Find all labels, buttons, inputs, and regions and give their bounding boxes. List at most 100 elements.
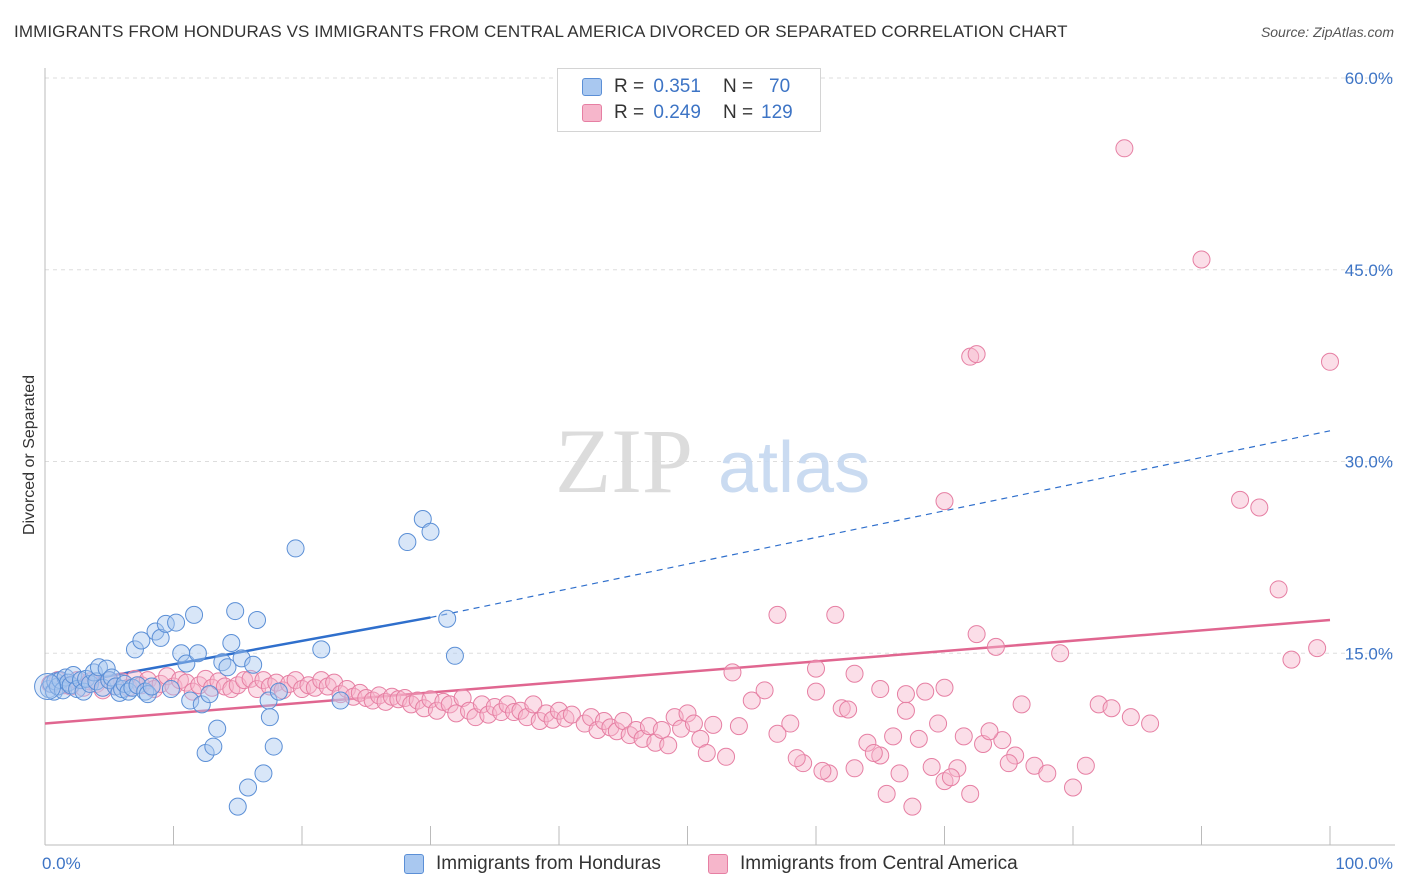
honduras-point — [204, 737, 223, 756]
legend-n-label: N = — [722, 102, 754, 123]
honduras-point — [226, 602, 245, 621]
honduras-point — [125, 640, 144, 659]
x-tick-label: 0.0% — [42, 854, 81, 873]
honduras-point — [87, 672, 106, 691]
honduras-point — [196, 743, 215, 762]
legend-row-honduras: R = 0.351 N = 70 — [582, 75, 790, 99]
honduras-point — [185, 605, 204, 624]
watermark-atlas: atlas — [718, 428, 870, 508]
central-america-point — [871, 680, 890, 699]
central-america-point — [954, 727, 973, 746]
honduras-point — [286, 539, 305, 558]
y-tick-label: 15.0% — [1345, 644, 1393, 663]
honduras-point — [151, 628, 170, 647]
central-america-point — [877, 784, 896, 803]
central-america-point — [1231, 490, 1250, 509]
central-america-point — [755, 681, 774, 700]
honduras-point — [248, 611, 267, 630]
honduras-point — [222, 634, 241, 653]
central-america-point — [370, 686, 389, 705]
central-america-point — [1115, 139, 1134, 158]
honduras-point — [208, 719, 227, 738]
central-america-point — [890, 764, 909, 783]
central-america-point — [967, 345, 986, 364]
honduras-trend-line — [44, 616, 431, 689]
honduras-point — [177, 654, 196, 673]
honduras-point — [200, 685, 219, 704]
central-america-point — [678, 704, 697, 723]
central-america-point — [1121, 708, 1140, 727]
legend-r-value: 0.351 — [653, 76, 701, 97]
central-america-point — [241, 669, 260, 688]
central-america-point — [839, 700, 858, 719]
central-america-point — [1102, 699, 1121, 718]
bottom-legend-blue-icon — [404, 854, 424, 874]
honduras-point — [445, 646, 464, 665]
central-america-point — [1308, 639, 1327, 658]
central-america-point — [980, 722, 999, 741]
honduras-point — [260, 708, 279, 727]
y-tick-label: 45.0% — [1345, 261, 1393, 280]
central-america-point — [768, 724, 787, 743]
legend-r-value: 0.249 — [653, 102, 701, 123]
central-america-point — [807, 682, 825, 701]
tick-labels: 15.0% 30.0% 45.0% 60.0% 0.0% 100.0% — [42, 69, 1393, 873]
honduras-point — [100, 671, 119, 690]
honduras-point — [232, 649, 251, 668]
central-america-point — [787, 749, 806, 768]
central-america-point — [659, 736, 678, 755]
honduras-point — [421, 522, 440, 541]
central-america-point — [1321, 352, 1339, 371]
honduras-point — [167, 613, 186, 632]
central-america-point — [1269, 580, 1288, 599]
central-america-point — [896, 685, 915, 704]
central-america-point — [492, 703, 511, 722]
honduras-point — [254, 764, 273, 783]
central-america-point — [999, 754, 1018, 773]
central-america-point — [408, 691, 427, 710]
honduras-point — [34, 672, 62, 700]
legend-n-label: N = — [722, 76, 754, 97]
bottom-legend-honduras: Immigrants from Honduras — [404, 852, 661, 876]
central-america-point — [858, 733, 877, 752]
honduras-point — [142, 677, 161, 696]
central-america-point — [594, 712, 613, 731]
data-points — [34, 139, 1339, 816]
legend-swatch-blue-icon — [582, 78, 602, 96]
chart-title: IMMIGRANTS FROM HONDURAS VS IMMIGRANTS F… — [14, 22, 1068, 41]
central-america-point — [742, 691, 761, 710]
legend-n-value: 70 — [769, 76, 791, 97]
honduras-point — [264, 737, 283, 756]
central-america-point — [948, 759, 967, 778]
trend-lines — [44, 430, 1331, 725]
central-america-point — [1012, 695, 1031, 714]
central-america-point — [1282, 650, 1301, 669]
axes — [44, 68, 1395, 846]
bottom-legend-central-america: Immigrants from Central America — [708, 852, 1018, 876]
central-america-point — [1192, 250, 1211, 269]
honduras-point — [93, 678, 112, 697]
legend-r-label: R = — [614, 76, 645, 97]
central-america-point — [697, 743, 716, 762]
source-label: Source: ZipAtlas.com — [1260, 24, 1394, 40]
central-america-point — [832, 699, 851, 718]
central-america-point — [524, 695, 543, 714]
central-america-point — [235, 671, 254, 690]
central-america-point — [305, 678, 324, 697]
watermark-zip: ZIP — [555, 410, 693, 512]
central-america-point — [845, 759, 864, 778]
honduras-point — [438, 609, 457, 628]
central-america-point — [1250, 498, 1269, 517]
honduras-point — [188, 644, 207, 663]
bottom-legend-pink-icon — [708, 854, 728, 874]
central-america-point — [986, 637, 1005, 656]
honduras-point — [213, 653, 232, 672]
bottom-legend-honduras-label: Immigrants from Honduras — [436, 853, 661, 874]
central-america-point — [909, 729, 928, 748]
honduras-point — [128, 676, 147, 695]
central-america-point — [864, 743, 883, 762]
y-axis-label: Divorced or Separated — [21, 375, 38, 535]
honduras-point — [161, 680, 180, 699]
central-america-point — [684, 714, 703, 733]
